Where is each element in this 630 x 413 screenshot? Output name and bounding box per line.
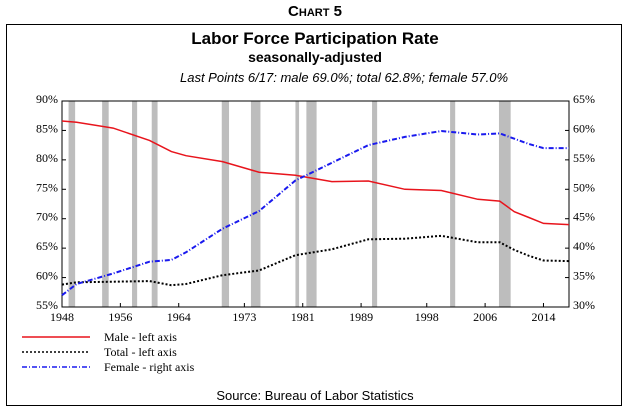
- x-axis-tick-label: 1973: [232, 310, 256, 324]
- series-line-female: [61, 129, 569, 296]
- plot-area: [61, 100, 570, 308]
- recession-bar: [372, 101, 378, 307]
- right-axis-tick-label: 35%: [573, 269, 595, 283]
- series-line-total: [61, 234, 570, 287]
- right-axis-tick-label: 65%: [573, 92, 595, 106]
- recession-bar: [250, 101, 261, 307]
- source-note: Source: Bureau of Labor Statistics: [216, 388, 414, 403]
- series-line-male: [61, 120, 570, 226]
- legend-label: Female - right axis: [104, 360, 195, 374]
- x-axis-tick-label: 2014: [531, 310, 555, 324]
- left-axis-tick-label: 60%: [36, 269, 58, 283]
- x-axis-tick-label: 2006: [473, 310, 497, 324]
- left-axis-tick-label: 70%: [36, 210, 58, 224]
- x-axis-tick-label: 1948: [50, 310, 74, 324]
- last-points-annotation: Last Points 6/17: male 69.0%; total 62.8…: [180, 70, 509, 85]
- left-axis-tick-label: 85%: [36, 121, 58, 135]
- chart-frame: [6, 24, 622, 406]
- x-axis-tick-label: 1964: [167, 310, 191, 324]
- recession-bar: [102, 101, 109, 307]
- x-axis-tick-label: 1981: [291, 310, 315, 324]
- left-axis-tick-label: 75%: [36, 180, 58, 194]
- legend-label: Total - left axis: [104, 345, 177, 359]
- right-axis-tick-label: 40%: [573, 239, 595, 253]
- recession-bar: [221, 101, 230, 307]
- left-axis-tick-label: 90%: [36, 92, 58, 106]
- chart-title: Labor Force Participation Rate: [191, 29, 439, 48]
- left-axis-tick-label: 55%: [36, 298, 58, 312]
- recession-bar: [295, 101, 300, 307]
- recession-bar: [132, 101, 138, 307]
- x-axis-tick-label: 1956: [108, 310, 132, 324]
- right-axis-tick-label: 60%: [573, 121, 595, 135]
- right-axis-tick-label: 55%: [573, 151, 595, 165]
- legend-label: Male - left axis: [104, 330, 177, 344]
- recession-bar: [68, 101, 76, 307]
- chart-subtitle: seasonally-adjusted: [248, 49, 382, 65]
- recession-bar: [151, 101, 158, 307]
- recession-bar: [450, 101, 456, 307]
- recession-bar: [306, 101, 317, 307]
- chart-heading: Chart 5: [288, 3, 342, 20]
- right-axis-tick-label: 30%: [573, 298, 595, 312]
- right-axis-tick-label: 50%: [573, 180, 595, 194]
- right-axis-tick-label: 45%: [573, 210, 595, 224]
- x-axis-tick-label: 1998: [415, 310, 439, 324]
- left-axis-tick-label: 65%: [36, 239, 58, 253]
- left-axis-tick-label: 80%: [36, 151, 58, 165]
- x-axis-tick-label: 1989: [349, 310, 373, 324]
